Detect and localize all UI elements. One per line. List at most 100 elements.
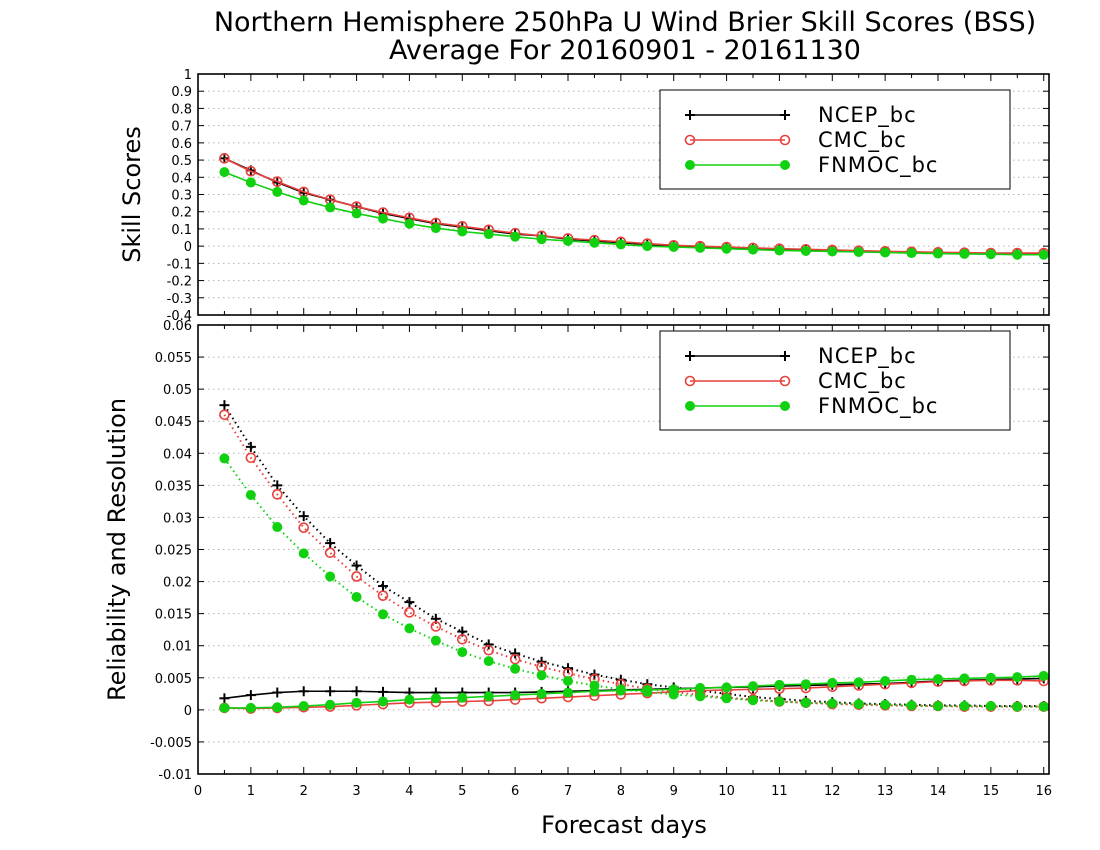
data-point xyxy=(1038,670,1049,681)
chart-title-line1: Northern Hemisphere 250hPa U Wind Brier … xyxy=(214,7,1036,38)
data-point xyxy=(933,701,943,712)
data-point xyxy=(906,248,917,259)
y-tick-label: -0.01 xyxy=(158,768,192,783)
data-point xyxy=(1038,249,1049,260)
data-point xyxy=(668,684,679,695)
data-point xyxy=(642,684,653,695)
data-point xyxy=(245,489,256,500)
data-point xyxy=(483,644,495,656)
y-tick-label: 0.02 xyxy=(163,576,192,591)
data-point xyxy=(325,699,336,710)
data-point xyxy=(536,688,547,699)
data-point xyxy=(1012,672,1023,683)
data-point xyxy=(748,244,758,255)
data-point xyxy=(483,639,494,650)
legend-marker xyxy=(684,375,696,387)
data-point xyxy=(272,702,283,713)
y-tick-label: 0.01 xyxy=(163,640,192,655)
data-point xyxy=(695,691,706,702)
y-tick-label: -0.3 xyxy=(167,292,192,307)
data-point xyxy=(563,675,573,686)
x-tick-label: 6 xyxy=(511,784,519,799)
y-tick-label: 0.05 xyxy=(163,383,192,398)
data-point xyxy=(615,685,626,696)
y-tick-label: 0.7 xyxy=(171,120,192,135)
y-axis-label: Reliability and Resolution xyxy=(103,398,131,701)
y-tick-label: 0.4 xyxy=(171,171,192,186)
legend-marker xyxy=(780,160,790,170)
data-point xyxy=(272,687,283,698)
y-tick-label: 1 xyxy=(184,68,192,83)
data-point xyxy=(510,690,521,701)
series-ncep-bc-dotted xyxy=(219,400,1049,712)
data-point xyxy=(245,452,257,464)
data-point xyxy=(430,693,441,704)
y-tick-label: 0.015 xyxy=(155,608,192,623)
data-point xyxy=(827,677,838,688)
data-point xyxy=(272,186,283,197)
data-point xyxy=(827,246,838,257)
x-tick-label: 12 xyxy=(824,784,841,799)
data-point xyxy=(536,234,547,245)
series-fnmoc-bc-solid xyxy=(219,670,1049,713)
legend-marker xyxy=(779,375,791,387)
data-point xyxy=(959,248,970,259)
y-tick-label: 0.1 xyxy=(171,223,192,238)
data-point xyxy=(298,511,309,522)
data-point xyxy=(404,597,415,608)
data-point xyxy=(853,246,864,257)
data-point xyxy=(298,548,309,559)
data-point xyxy=(271,176,283,187)
data-point xyxy=(483,691,494,702)
data-point xyxy=(721,693,732,704)
x-tick-label: 11 xyxy=(771,784,788,799)
data-point xyxy=(695,683,706,694)
x-tick-label: 16 xyxy=(1035,784,1052,799)
data-point xyxy=(589,686,600,697)
data-point xyxy=(404,218,415,229)
data-point xyxy=(880,699,891,710)
data-point xyxy=(298,522,310,533)
data-point xyxy=(536,670,547,681)
panel-1: -0.4 -0.3 -0.2 -0.1 0 0.1 0.2 0.3 0.4 0.5 0.6 0.7 0.… xyxy=(118,68,1050,324)
data-point xyxy=(351,560,362,571)
series-fnmoc-bc-dotted xyxy=(219,453,1049,712)
data-point xyxy=(985,672,996,683)
series-line xyxy=(223,404,1044,708)
data-point xyxy=(430,635,441,646)
data-point xyxy=(219,453,230,464)
data-point xyxy=(1038,701,1049,712)
legend-label: FNMOC_bc xyxy=(818,394,938,419)
data-point xyxy=(245,690,256,701)
data-point xyxy=(774,696,785,707)
x-tick-label: 7 xyxy=(564,784,572,799)
data-point xyxy=(853,677,864,688)
data-point xyxy=(351,686,362,697)
plot-area: -0.4 -0.3 -0.2 -0.1 0 0.1 0.2 0.3 0.4 0.5 0.6 0.7 0.… xyxy=(103,68,1052,799)
legend-marker xyxy=(779,134,791,146)
data-point xyxy=(324,547,336,559)
data-point xyxy=(800,245,811,256)
data-point xyxy=(219,693,230,704)
y-tick-label: 0.9 xyxy=(171,85,192,100)
y-tick-label: 0.3 xyxy=(171,189,192,204)
y-tick-label: 0.03 xyxy=(163,511,192,526)
panel-2: -0.01 -0.005 0 0.005 0.01 0.015 0.02 0.025 0.03 0… xyxy=(103,319,1050,783)
data-point xyxy=(378,581,388,592)
data-point xyxy=(642,241,653,252)
data-point xyxy=(351,591,362,602)
data-point xyxy=(351,208,362,219)
x-tick-label: 8 xyxy=(617,784,625,799)
legend-label: NCEP_bc xyxy=(818,103,917,128)
data-point xyxy=(721,682,732,693)
y-tick-label: -0.1 xyxy=(167,257,192,272)
y-tick-label: -0.005 xyxy=(150,736,192,751)
x-tick-label: 10 xyxy=(718,784,735,799)
data-point xyxy=(985,701,996,712)
data-point xyxy=(510,231,521,242)
data-point xyxy=(748,695,758,706)
y-tick-label: -0.4 xyxy=(167,309,192,324)
y-tick-label: 0.5 xyxy=(171,154,192,169)
